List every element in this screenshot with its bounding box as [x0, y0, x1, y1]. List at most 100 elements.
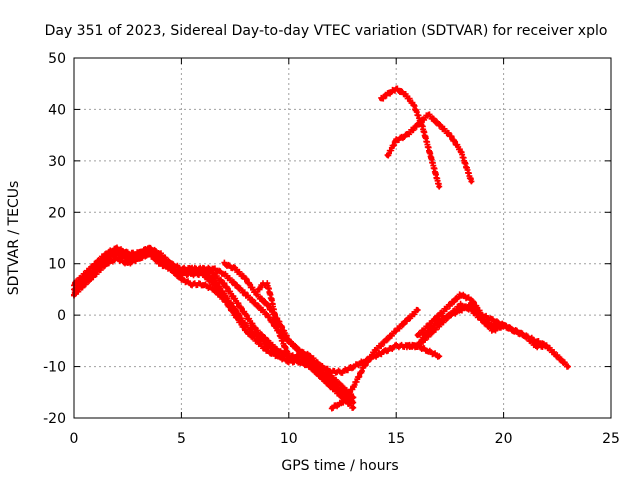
data-point	[522, 333, 528, 338]
data-point	[232, 266, 238, 272]
data-point	[189, 266, 195, 272]
data-point	[286, 354, 291, 359]
data-point	[426, 348, 431, 354]
data-point	[308, 364, 313, 369]
data-point	[179, 276, 184, 282]
data-point	[458, 292, 463, 297]
data-point	[243, 292, 249, 297]
data-point	[351, 395, 356, 400]
data-point	[114, 256, 120, 261]
data-point	[157, 251, 163, 256]
data-point	[232, 297, 238, 302]
data-point	[275, 348, 281, 354]
data-point	[125, 256, 130, 261]
data-point	[232, 282, 238, 287]
data-point	[394, 328, 399, 333]
data-point	[501, 323, 506, 328]
data-point	[426, 323, 431, 328]
data-point	[436, 312, 442, 318]
data-point	[447, 302, 453, 308]
data-point	[544, 343, 549, 349]
data-point	[200, 282, 206, 287]
data-point	[404, 132, 410, 138]
data-point	[200, 266, 206, 272]
data-point	[404, 343, 410, 349]
data-point	[265, 302, 270, 308]
data-point	[458, 302, 463, 308]
data-point	[415, 343, 420, 349]
data-point	[436, 354, 442, 359]
data-point	[394, 86, 399, 92]
data-point	[168, 261, 173, 266]
data-point	[146, 251, 152, 256]
data-point	[436, 184, 442, 189]
data-point	[243, 312, 249, 318]
data-point	[297, 359, 302, 364]
data-point	[447, 132, 453, 138]
data-point	[278, 333, 283, 338]
data-point	[428, 153, 433, 158]
data-point	[189, 282, 195, 287]
data-point	[378, 96, 384, 102]
data-point	[533, 338, 539, 344]
data-point	[415, 122, 420, 128]
y-axis-title: SDTVAR / TECUs	[6, 181, 22, 296]
grid-lines	[74, 58, 611, 418]
data-point	[385, 153, 390, 158]
series-track-13	[384, 111, 475, 185]
data-point	[211, 287, 216, 292]
data-point	[469, 297, 474, 302]
data-point	[329, 384, 334, 390]
data-point	[114, 246, 120, 251]
data-point	[286, 359, 291, 364]
data-point	[436, 122, 442, 128]
data-point	[415, 333, 420, 338]
data-point	[383, 338, 388, 344]
data-point	[269, 297, 274, 302]
data-point	[402, 91, 407, 97]
data-point	[260, 282, 266, 287]
data-point	[282, 343, 287, 349]
data-point	[479, 312, 485, 318]
data-point	[318, 364, 324, 369]
series-track-8	[328, 306, 421, 412]
data-point	[469, 179, 474, 184]
x-tick-label: 5	[177, 431, 186, 447]
data-point	[490, 328, 496, 333]
data-point	[189, 271, 195, 277]
data-point	[265, 312, 270, 318]
data-point	[275, 354, 281, 359]
data-point	[254, 328, 259, 333]
data-point	[297, 348, 302, 354]
x-tick-label: 25	[602, 431, 620, 447]
series-track-12	[378, 85, 443, 190]
series-markers	[378, 85, 443, 190]
y-tick-label: 0	[57, 308, 66, 324]
data-point	[351, 405, 356, 410]
data-point	[361, 364, 367, 369]
data-point	[318, 374, 324, 380]
data-point	[286, 338, 291, 344]
data-point	[426, 333, 431, 338]
data-point	[254, 292, 259, 297]
series-track-7	[255, 280, 292, 360]
data-point	[265, 338, 270, 344]
data-point	[243, 328, 249, 333]
y-tick-label: 10	[48, 257, 66, 273]
y-tick-label: 40	[48, 102, 66, 118]
y-tick-label: 30	[48, 154, 66, 170]
y-tick-label: 50	[48, 51, 66, 67]
data-point	[436, 323, 442, 328]
data-point	[426, 112, 431, 117]
data-point	[222, 297, 227, 302]
data-point	[308, 354, 313, 359]
data-point	[340, 400, 345, 405]
data-point	[329, 405, 334, 410]
data-point	[82, 276, 87, 282]
data-point	[146, 246, 152, 251]
data-point	[533, 343, 539, 349]
data-point	[555, 354, 560, 359]
data-point	[411, 102, 416, 107]
data-point	[254, 338, 259, 344]
